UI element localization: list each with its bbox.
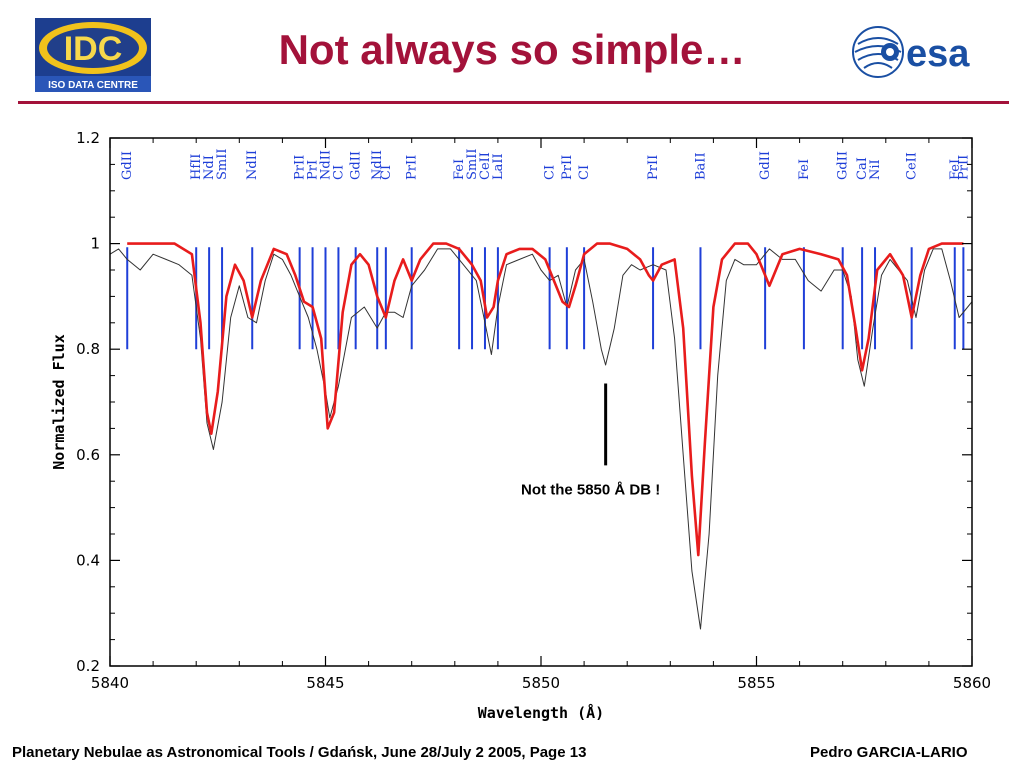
y-tick-label: 0.6 [76, 446, 100, 464]
esa-logo-text: esa [906, 33, 970, 75]
y-tick-label: 0.4 [76, 551, 100, 569]
idc-logo: IDC ISO DATA CENTRE [35, 18, 151, 92]
line-id-label: PrII [293, 155, 308, 180]
annotation-text: Not the 5850 Å DB ! [521, 481, 660, 498]
line-id-label: PrII [405, 155, 420, 180]
line-id-label: NdII [319, 150, 334, 180]
line-id-label: CI [577, 165, 592, 180]
line-id-label: SmII [465, 148, 480, 180]
line-id-label: GdII [349, 151, 364, 180]
line-id-label: CI [379, 165, 394, 180]
title-divider [18, 101, 1009, 104]
line-id-label: GdII [120, 151, 135, 180]
plot-frame [109, 137, 973, 667]
x-tick-label: 5845 [306, 674, 344, 692]
footer-author: Pedro GARCIA-LARIO [810, 744, 968, 761]
line-id-label: LaII [491, 153, 506, 180]
line-id-label: FeI [948, 159, 963, 180]
line-id-label: FeI [452, 159, 467, 180]
model-spectrum-line [127, 242, 964, 557]
slide-title: Not always so simple… [278, 26, 746, 73]
line-id-label: SmII [215, 148, 230, 180]
y-tick-label: 1.2 [76, 129, 100, 147]
line-id-label: NiI [868, 159, 883, 180]
y-axis-title: Normalized Flux [50, 334, 68, 469]
x-tick-label: 5850 [522, 674, 560, 692]
line-id-label: NdII [370, 150, 385, 180]
line-id-label: GdII [836, 151, 851, 180]
line-id-label: PrI [306, 160, 321, 180]
x-tick-label: 5860 [953, 674, 991, 692]
y-tick-label: 1 [90, 235, 100, 253]
footer-citation: Planetary Nebulae as Astronomical Tools … [12, 744, 587, 761]
esa-logo: esa [850, 24, 1000, 80]
line-id-label: FeI [797, 159, 812, 180]
line-id-label: HfII [189, 154, 204, 180]
line-id-label: PrII [646, 155, 661, 180]
line-id-label: GdII [758, 151, 773, 180]
idc-logo-graphic: IDC ISO DATA CENTRE [35, 18, 151, 92]
line-id-label: NdI [202, 155, 217, 180]
line-id-label: PrII [560, 155, 575, 180]
x-axis-title: Wavelength (Å) [478, 703, 604, 722]
idc-logo-subtext: ISO DATA CENTRE [48, 80, 138, 91]
line-id-label: NdII [245, 150, 260, 180]
line-id-label: CeII [478, 152, 493, 180]
line-id-label: CI [543, 165, 558, 180]
idc-logo-text: IDC [64, 30, 123, 68]
line-id-label: CaI [855, 157, 870, 180]
y-tick-label: 0.8 [76, 340, 100, 358]
x-tick-label: 5855 [737, 674, 775, 692]
y-tick-label: 0.2 [76, 657, 100, 675]
line-id-label: CI [331, 165, 346, 180]
line-id-label: BaII [693, 152, 708, 180]
line-id-label: PrII [956, 155, 971, 180]
line-id-label: CeII [905, 152, 920, 180]
esa-logo-graphic: esa [852, 26, 970, 78]
x-tick-label: 5840 [91, 674, 129, 692]
